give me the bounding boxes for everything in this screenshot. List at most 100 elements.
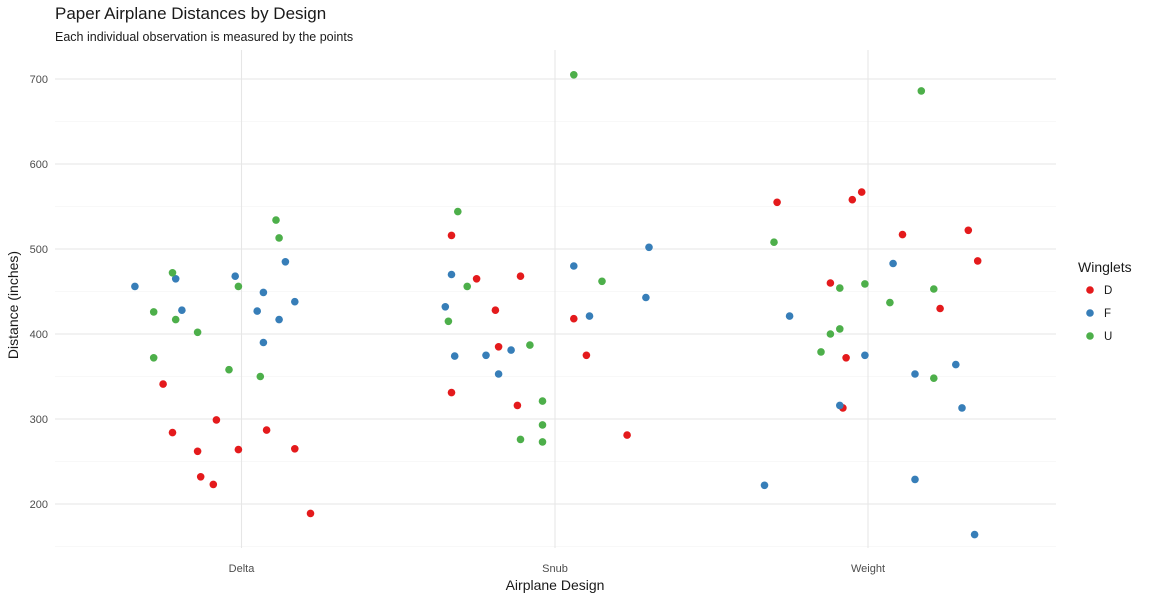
data-point-d [447,388,456,397]
data-point-d [491,306,500,315]
data-point-u [570,71,578,79]
data-point-d [168,428,177,437]
data-point-f [970,530,979,539]
data-point-d [159,380,167,388]
data-point-f [645,243,653,252]
data-point-f [178,306,186,315]
data-point-d [291,445,299,453]
data-point-u [861,280,869,288]
x-axis-ticks: Delta Snub Weight [229,563,885,575]
data-point-d [973,257,982,265]
data-point-f [441,303,450,311]
data-point-f [281,258,290,266]
data-point-f [275,315,283,324]
legend-label: F [1104,308,1111,320]
data-point-u [168,269,177,277]
major-gridlines [55,50,1056,548]
data-point-d [196,473,205,481]
data-point-f [836,401,844,410]
data-point-u [930,374,938,383]
data-point-u [526,341,534,349]
data-point-f [585,312,594,320]
data-point-d [494,343,503,351]
y-tick-label: 600 [30,159,48,171]
data-point-u [516,435,525,444]
data-point-u [538,438,547,446]
data-point-d [262,426,271,434]
data-point-f [911,370,919,378]
chart-subtitle: Each individual observation is measured … [55,30,354,44]
data-point-u [538,397,547,405]
data-point-d [516,272,525,281]
data-points [131,71,982,539]
data-point-d [570,314,578,323]
x-tick-label: Snub [542,563,568,575]
x-tick-label: Weight [851,563,885,575]
data-point-u [272,216,280,224]
data-point-f [861,351,869,360]
data-point-d [842,354,850,362]
data-point-u [826,330,835,338]
data-point-u [836,325,844,333]
data-point-u [234,282,243,291]
data-point-u [193,328,202,337]
data-point-d [513,401,522,410]
data-point-f [259,338,268,347]
data-point-f [482,351,490,360]
data-point-u [225,365,233,374]
data-point-u [538,421,547,429]
data-point-f [507,346,515,354]
data-point-d [582,351,591,360]
data-point-u [256,372,265,381]
data-point-f [785,312,794,320]
data-point-u [275,234,283,242]
data-point-f [570,262,578,270]
data-point-f [911,475,919,484]
data-point-f [889,259,897,268]
data-point-f [131,282,139,291]
data-point-f [291,297,299,306]
legend-key-f [1086,309,1094,317]
data-point-u [817,348,825,356]
data-point-f [450,352,459,360]
data-point-u [149,354,158,362]
data-point-f [447,270,456,279]
data-point-u [149,308,158,316]
data-point-d [234,445,243,454]
data-point-f [259,288,268,297]
data-point-f [231,272,239,281]
data-point-d [212,416,221,424]
y-tick-label: 300 [30,414,48,426]
data-point-d [848,195,857,204]
x-tick-label: Delta [229,563,256,575]
y-tick-label: 400 [30,329,48,341]
data-point-d [472,275,481,283]
data-point-f [760,481,769,490]
data-point-d [209,480,218,489]
data-point-f [253,307,261,315]
data-point-d [857,188,866,196]
data-point-d [826,279,835,287]
legend-title: Winglets [1078,259,1132,275]
data-point-u [770,238,778,246]
legend: Winglets DFU [1078,259,1132,343]
legend-label: D [1104,285,1112,297]
data-point-u [930,285,938,293]
data-point-u [598,277,606,286]
data-point-u [454,207,462,216]
legend-label: U [1104,331,1112,343]
data-point-f [494,370,503,378]
data-point-d [623,431,631,439]
data-point-u [886,298,894,307]
data-point-f [642,293,650,302]
chart-title: Paper Airplane Distances by Design [55,4,327,23]
data-point-d [193,447,202,456]
data-point-u [463,282,472,291]
data-point-d [964,226,973,235]
x-axis-title: Airplane Design [506,577,605,593]
data-point-u [171,315,180,324]
data-point-d [447,231,456,240]
legend-key-d [1086,286,1094,294]
data-point-f [958,404,966,412]
